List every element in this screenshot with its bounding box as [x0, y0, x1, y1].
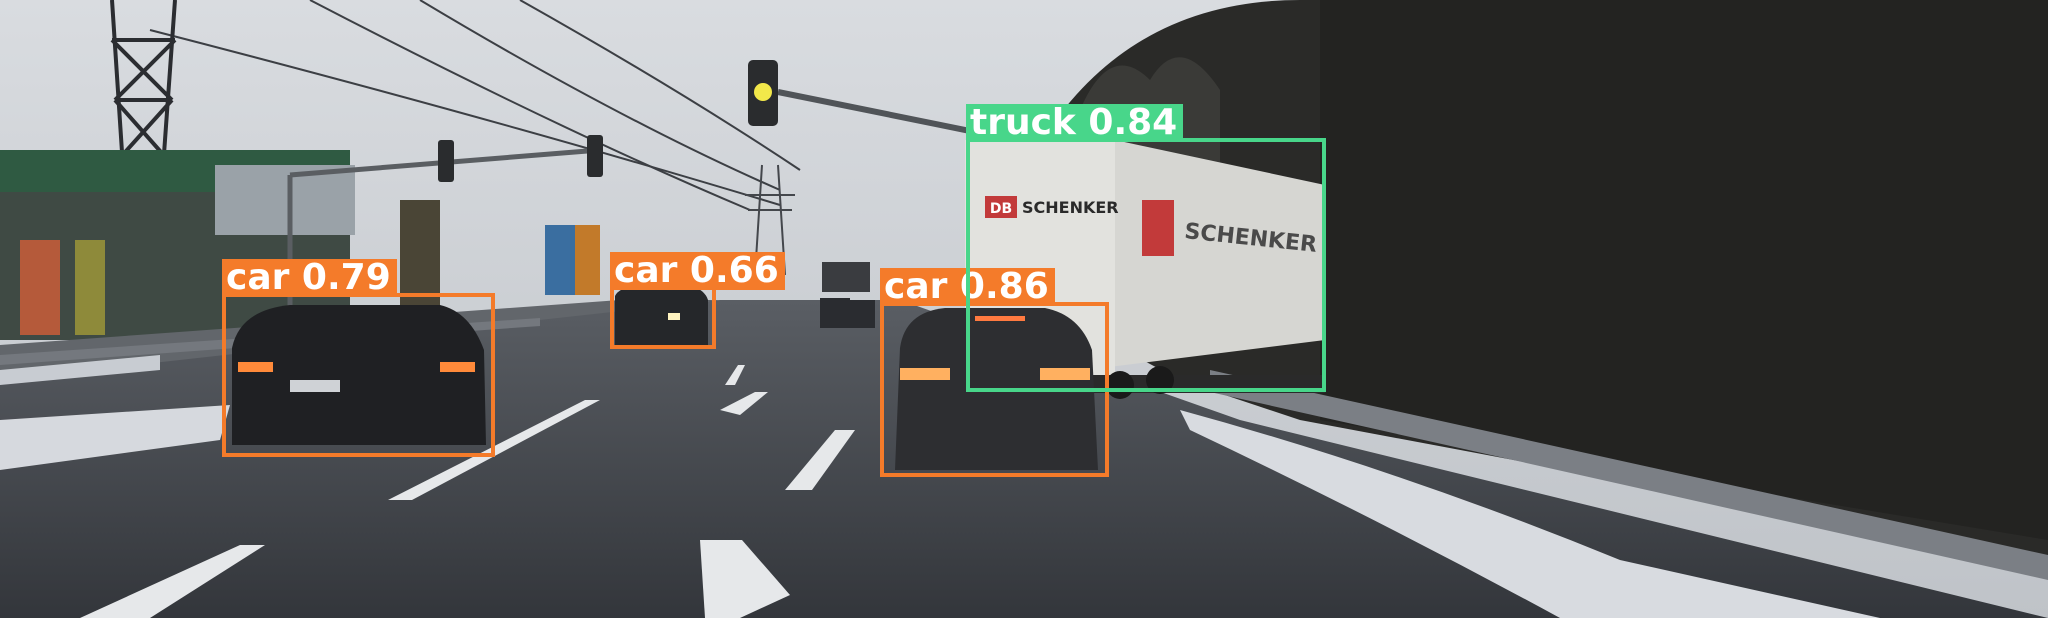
detection-label-truck: truck 0.84 — [966, 104, 1184, 142]
detection-label-car-1: car 0.79 — [222, 259, 397, 297]
traffic-light-arm — [777, 89, 981, 136]
guardrail-right — [1210, 370, 2048, 580]
detection-box-truck[interactable]: truck 0.84 — [966, 104, 1326, 392]
pylon-distant — [745, 164, 795, 276]
snow-right — [1180, 410, 1880, 618]
truck-brand-text: SCHENKER — [1022, 198, 1119, 217]
car-left-vehicle — [232, 305, 486, 445]
snow-left — [0, 405, 230, 470]
power-lines — [149, 0, 801, 211]
detection-label-car-2: car 0.66 — [610, 252, 785, 290]
detection-box-car-1[interactable]: car 0.79 — [222, 259, 495, 457]
car-center-vehicle — [615, 285, 708, 345]
truck-logo-text: DB — [990, 201, 1012, 217]
detection-box-car-2[interactable]: car 0.66 — [610, 252, 785, 349]
db-logo-plate — [985, 196, 1017, 218]
